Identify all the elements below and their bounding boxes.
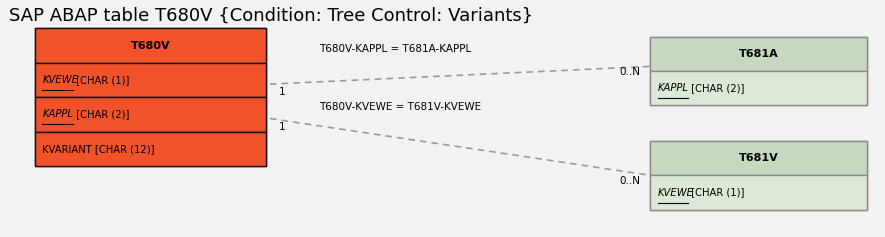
Bar (650, 37, 867, 71)
Text: KAPPL: KAPPL (658, 83, 689, 93)
Text: [CHAR (2)]: [CHAR (2)] (73, 109, 129, 119)
Text: 1: 1 (279, 122, 285, 132)
Text: KVARIANT [CHAR (12)]: KVARIANT [CHAR (12)] (42, 144, 155, 154)
Text: SAP ABAP table T680V {Condition: Tree Control: Variants}: SAP ABAP table T680V {Condition: Tree Co… (9, 7, 533, 25)
Bar (35, 28, 266, 63)
Bar (650, 141, 867, 210)
Bar (650, 175, 867, 210)
Text: T681A: T681A (739, 49, 779, 59)
Text: KAPPL: KAPPL (42, 109, 73, 119)
Text: 0..N: 0..N (620, 67, 641, 77)
Bar (650, 141, 867, 175)
Bar (35, 63, 266, 97)
Text: KVEWE: KVEWE (658, 187, 694, 198)
Text: 1: 1 (279, 87, 285, 97)
Text: T680V-KAPPL = T681A-KAPPL: T680V-KAPPL = T681A-KAPPL (319, 44, 471, 54)
Text: T681V: T681V (739, 153, 779, 163)
Text: [CHAR (2)]: [CHAR (2)] (688, 83, 744, 93)
Text: [CHAR (1)]: [CHAR (1)] (688, 187, 744, 198)
Text: 0..N: 0..N (620, 176, 641, 186)
Text: T680V-KVEWE = T681V-KVEWE: T680V-KVEWE = T681V-KVEWE (319, 102, 481, 112)
Text: KVEWE: KVEWE (42, 75, 79, 85)
Bar (35, 97, 266, 132)
Bar (650, 37, 867, 105)
Bar (35, 28, 266, 166)
Bar (650, 71, 867, 105)
Text: [CHAR (1)]: [CHAR (1)] (73, 75, 129, 85)
Text: T680V: T680V (131, 41, 170, 51)
Bar (35, 132, 266, 166)
